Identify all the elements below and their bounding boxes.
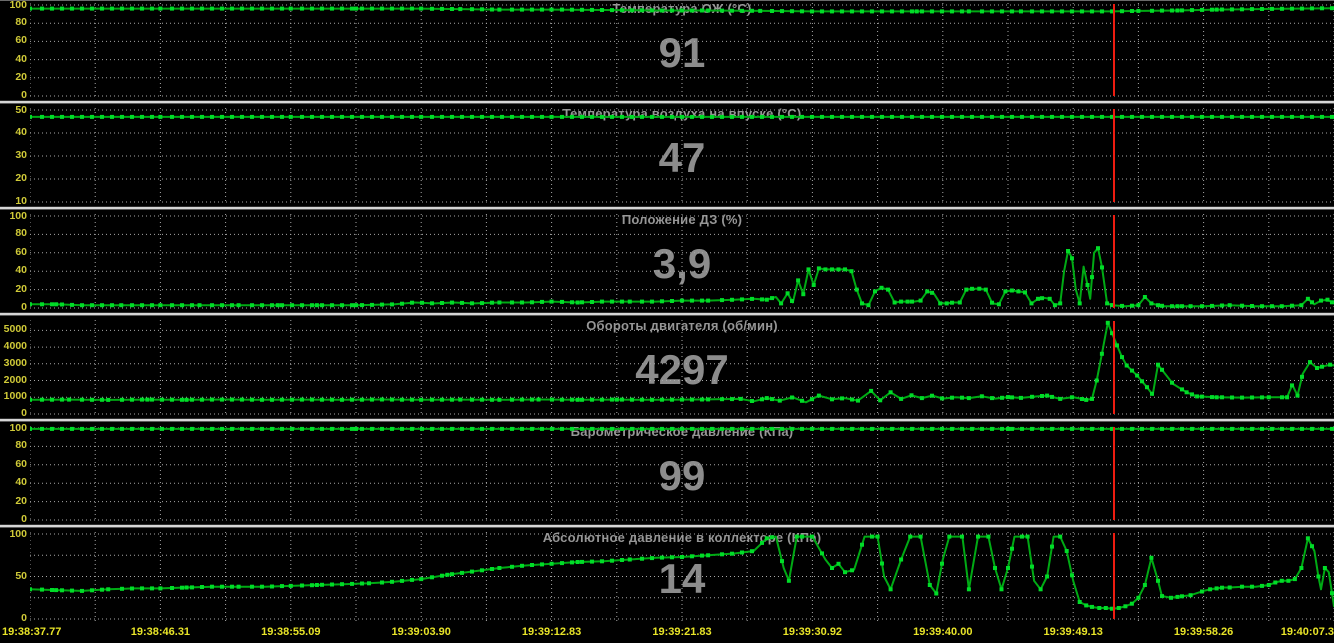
y-tick-label: 100 (9, 0, 27, 11)
time-tick-label: 19:38:46.31 (130, 626, 191, 638)
plot-area-barometric-pressure[interactable]: Барометрическое давление (КПа) 99 (30, 424, 1334, 524)
plot-area-intake-air-temp[interactable]: Температура воздуха на впуске (°C) 47 (30, 106, 1334, 206)
y-tick-label: 100 (9, 210, 27, 222)
y-axis-throttle-position: 100 80 60 40 20 0 (0, 210, 30, 313)
y-tick-label: 5000 (3, 323, 27, 336)
chart-panel-coolant-temp: 100 80 60 40 20 0 Температура ОЖ (°C) 91 (0, 0, 1334, 101)
time-tick-label: 19:39:30.92 (782, 626, 843, 638)
time-tick-label: 19:39:03.90 (391, 626, 451, 638)
chart-title: Обороты двигателя (об/мин) (586, 318, 778, 333)
plot-area-throttle-position[interactable]: Положение ДЗ (%) 3,9 (30, 212, 1334, 312)
y-tick-label: 0 (21, 301, 27, 313)
y-tick-label: 100 (9, 528, 27, 540)
chart-canvas (30, 320, 1334, 416)
cursor-line[interactable] (1113, 427, 1115, 520)
chart-canvas (30, 214, 1334, 310)
chart-panel-engine-rpm: 5000 4000 3000 2000 1000 0 Обороты двигателя … (0, 318, 1334, 419)
time-tick-label: 19:39:58.26 (1173, 626, 1234, 638)
cursor-line[interactable] (1113, 4, 1115, 96)
time-tick-label: 19:38:37.77 (2, 626, 62, 638)
time-tick-label: 19:38:55.09 (261, 626, 321, 638)
y-tick-label: 20 (15, 70, 27, 83)
y-axis-barometric-pressure: 100 80 60 40 20 0 (0, 422, 30, 525)
chart-canvas (30, 426, 1334, 522)
panel-separator (0, 100, 1334, 106)
current-value: 99 (658, 451, 706, 499)
time-axis: 19:38:37.77 19:38:46.31 19:38:55.09 19:39:0… (0, 623, 1334, 643)
current-value: 47 (658, 133, 706, 181)
panel-separator (0, 418, 1334, 424)
y-tick-label: 0 (21, 612, 27, 624)
y-tick-label: 1000 (3, 390, 27, 403)
chart-panel-throttle-position: 100 80 60 40 20 0 Положение ДЗ (%) 3,9 (0, 210, 1334, 313)
y-tick-label: 40 (15, 126, 27, 138)
y-tick-label: 20 (15, 494, 27, 507)
y-tick-label: 60 (15, 34, 27, 47)
time-tick-label: 19:39:21.83 (652, 626, 712, 638)
y-tick-label: 50 (15, 104, 27, 116)
y-tick-label: 40 (15, 476, 27, 489)
y-tick-label: 10 (15, 195, 27, 207)
chart-panel-intake-air-temp: 50 40 30 20 10 Температура воздуха на впуске… (0, 104, 1334, 207)
cursor-line[interactable] (1113, 321, 1115, 414)
chart-panel-barometric-pressure: 100 80 60 40 20 0 Барометрическое давление (К… (0, 422, 1334, 525)
y-tick-label: 20 (15, 282, 27, 295)
time-tick-label: 19:39:40.00 (913, 626, 973, 638)
y-tick-label: 80 (15, 16, 27, 29)
current-value: 4297 (635, 345, 729, 393)
y-tick-label: 3000 (3, 356, 27, 369)
y-tick-label: 20 (15, 172, 27, 184)
time-tick-label: 19:39:12.83 (521, 626, 582, 638)
chart-panel-manifold-pressure: 100 50 0 Абсолютное давление в коллекторе … (0, 528, 1334, 624)
y-tick-label: 4000 (3, 340, 27, 353)
plot-area-coolant-temp[interactable]: Температура ОЖ (°C) 91 (30, 1, 1334, 100)
y-axis-manifold-pressure: 100 50 0 (0, 528, 30, 624)
y-tick-label: 0 (21, 89, 27, 101)
panel-separator (0, 524, 1334, 530)
time-tick-label: 19:40:07.3 (1280, 626, 1334, 638)
cursor-line[interactable] (1113, 215, 1115, 308)
y-tick-label: 60 (15, 457, 27, 470)
y-axis-engine-rpm: 5000 4000 3000 2000 1000 0 (0, 318, 30, 419)
y-tick-label: 50 (15, 569, 27, 582)
y-tick-label: 2000 (3, 373, 27, 386)
y-tick-label: 40 (15, 264, 27, 277)
chart-canvas (30, 532, 1334, 621)
y-tick-label: 100 (9, 422, 27, 434)
plot-area-engine-rpm[interactable]: Обороты двигателя (об/мин) 4297 (30, 318, 1334, 418)
y-tick-label: 0 (21, 513, 27, 525)
y-tick-label: 60 (15, 245, 27, 258)
y-axis-coolant-temp: 100 80 60 40 20 0 (0, 0, 30, 101)
chart-canvas (30, 3, 1334, 98)
y-tick-label: 80 (15, 439, 27, 452)
cursor-line[interactable] (1113, 533, 1115, 619)
y-tick-label: 30 (15, 149, 27, 161)
panel-separator (0, 206, 1334, 212)
plot-area-manifold-pressure[interactable]: Абсолютное давление в коллекторе (КПа) 1… (30, 530, 1334, 623)
y-tick-label: 0 (21, 407, 27, 419)
chart-title: Положение ДЗ (%) (621, 212, 743, 227)
panel-separator (0, 312, 1334, 318)
y-tick-label: 40 (15, 52, 27, 65)
chart-canvas (30, 108, 1334, 204)
time-tick-label: 19:39:49.13 (1043, 626, 1103, 638)
cursor-line[interactable] (1113, 109, 1115, 202)
y-tick-label: 80 (15, 227, 27, 240)
y-axis-intake-air-temp: 50 40 30 20 10 (0, 104, 30, 207)
current-value: 3,9 (652, 239, 712, 287)
current-value: 14 (658, 554, 706, 602)
chart-title: Абсолютное давление в коллекторе (КПа) (542, 530, 822, 545)
